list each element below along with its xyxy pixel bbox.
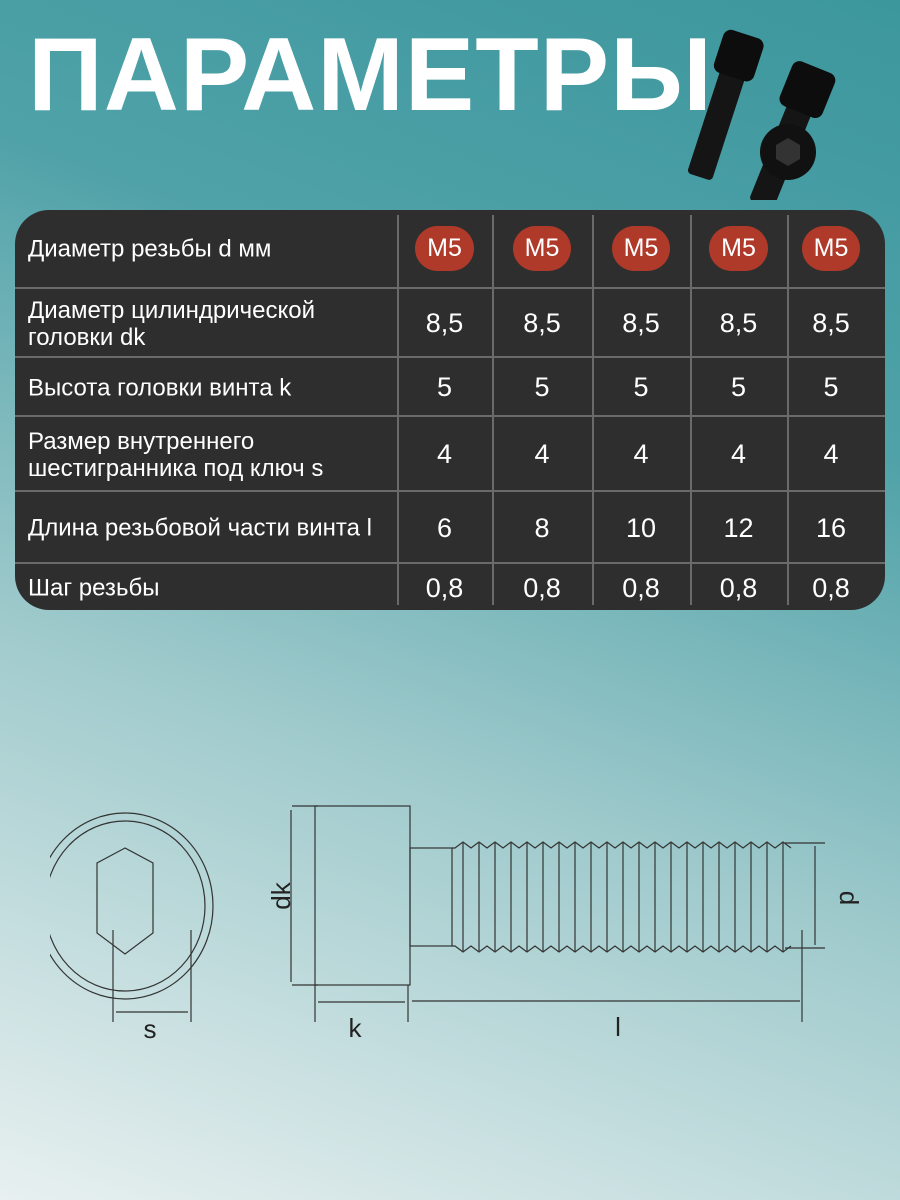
size-badge: M5 [611,226,671,271]
table-row: Шаг резьбы 0,8 0,8 0,8 0,8 0,8 [15,562,885,610]
table-cell: 4 [787,417,875,492]
hex-socket-icon [96,847,154,955]
table-row: Высота головки винта k 5 5 5 5 5 [15,356,885,417]
table-cell: 4 [690,417,787,492]
table-cell: 0,8 [492,564,592,610]
cell-value: 0,8 [523,572,561,603]
table-cell: 16 [787,492,875,564]
label-d: d [834,891,864,905]
cell-value: 5 [633,372,649,402]
table-cell: M5 [787,210,875,287]
cell-value: 8,5 [812,308,850,338]
table-cell: 6 [397,492,492,564]
table-cell: 8,5 [492,289,592,358]
cell-value: 5 [730,372,747,402]
table-cell: 4 [397,417,492,492]
cell-value: 4 [436,439,453,469]
column-divider [787,215,789,605]
table-cell: 0,8 [690,564,787,610]
table-cell: 5 [492,358,592,417]
row-label: Высота головки винта k [28,374,292,401]
cell-value: 8,5 [622,308,660,338]
table-row: Диаметр резьбы d мм M5 M5 M5 M5 M5 [15,210,885,287]
row-label: Размер внутреннего шестигранника под клю… [28,427,324,482]
table-cell: 0,8 [592,564,690,610]
cell-value: 10 [625,512,657,543]
cell-value: 6 [436,512,453,543]
column-divider [592,215,594,605]
screws-photo [687,29,836,200]
cell-value: 4 [823,439,839,469]
table-cell: 8,5 [397,289,492,358]
table-cell: 0,8 [397,564,492,610]
cell-value: 8,5 [719,308,758,338]
table-cell: 5 [397,358,492,417]
table-cell: 5 [592,358,690,417]
cell-value: 8 [534,512,550,543]
cell-value: 0,8 [812,572,850,603]
thread-outline [452,841,792,953]
label-dk: dk [266,881,296,909]
table-cell: 12 [690,492,787,564]
cell-value: 12 [723,512,754,543]
cell-value: 4 [730,439,747,469]
screw-technical-drawing: s dk d k l [50,805,864,1044]
cell-value: 8,5 [425,308,464,338]
cell-value: 0,8 [622,572,660,603]
cell-value: 0,8 [425,572,464,603]
row-label: Диаметр резьбы d мм [28,235,272,262]
table-cell: M5 [690,210,787,287]
cell-value: 16 [815,512,847,543]
cell-value: 4 [534,439,550,469]
size-badge: M5 [801,226,861,271]
table-cell: 4 [592,417,690,492]
cell-value: 5 [534,372,550,402]
screw-head [314,805,411,986]
row-label: Длина резьбовой части винта l [28,514,373,542]
table-cell: M5 [397,210,492,287]
table-cell: M5 [592,210,690,287]
table-cell: 8 [492,492,592,564]
row-label: Шаг резьбы [28,574,160,602]
table-cell: 8,5 [690,289,787,358]
table-row: Диаметр цилиндрической головки dk 8,5 8,5 8… [15,287,885,358]
table-cell: 4 [492,417,592,492]
table-cell: M5 [492,210,592,287]
table-row: Размер внутреннего шестигранника под клю… [15,415,885,492]
table-cell: 5 [690,358,787,417]
head-top-view [50,812,214,1000]
parameters-table: Диаметр резьбы d мм M5 M5 M5 M5 M5 Диаметр цил… [15,210,885,610]
cell-value: 5 [823,372,839,402]
row-label: Диаметр цилиндрической головки dk [28,296,316,351]
cell-value: 4 [633,439,649,469]
label-s: s [144,1014,157,1044]
size-badge: M5 [512,226,572,271]
label-l: l [615,1012,621,1042]
size-badge: M5 [709,226,768,271]
table-cell: 8,5 [787,289,875,358]
table-cell: 5 [787,358,875,417]
page-title: ПАРАМЕТРЫ [28,17,713,133]
table-row: Длина резьбовой части винта l 6 8 10 12 16 [15,490,885,564]
column-divider [492,215,494,605]
table-cell: 0,8 [787,564,875,610]
cell-value: 8,5 [523,308,561,338]
label-k: k [349,1013,363,1043]
size-badge: M5 [415,226,474,271]
table-cell: 8,5 [592,289,690,358]
cell-value: 0,8 [719,572,758,603]
column-divider [690,215,692,605]
column-divider [397,215,399,605]
table-cell: 10 [592,492,690,564]
cell-value: 5 [436,372,453,402]
